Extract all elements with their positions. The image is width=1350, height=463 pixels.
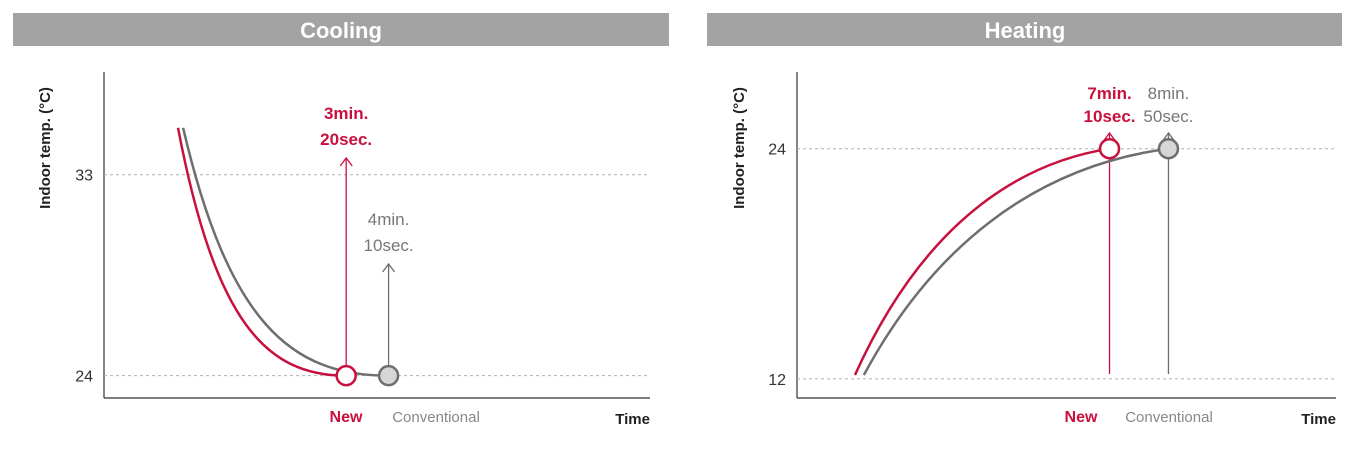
heating-new-end-point	[1098, 137, 1121, 160]
cooling-conventional-time-min: 4min.	[368, 210, 410, 229]
cooling-header	[13, 13, 669, 46]
heating-ytick-24: 24	[768, 142, 786, 159]
cooling-new-time-sec: 20sec.	[320, 130, 372, 149]
heating-series-new	[853, 147, 1110, 376]
cooling-title: Cooling	[300, 18, 382, 43]
heating-conventional-arrow-head	[1161, 131, 1176, 142]
heating-panel: Heating Indoor temp. (°C) 24 12 7min. 10…	[707, 13, 1342, 428]
cooling-ytick-24: 24	[75, 369, 93, 386]
cooling-new-arrow-head	[339, 156, 353, 167]
heating-x-axis-title: Time	[1301, 411, 1336, 428]
heating-new-time-min: 7min.	[1087, 84, 1131, 103]
cooling-series-conventional	[181, 127, 389, 377]
heating-header	[707, 13, 1342, 46]
cooling-x-axis-title: Time	[615, 411, 650, 428]
cooling-new-time-min: 3min.	[324, 104, 368, 123]
heating-xlabel-new: New	[1065, 409, 1098, 426]
heating-xlabel-conventional: Conventional	[1125, 409, 1213, 426]
heating-y-axis-title: Indoor temp. (°C)	[731, 87, 748, 209]
heating-conventional-end-point	[1157, 137, 1180, 160]
heating-ytick-12: 12	[768, 372, 786, 389]
heating-title: Heating	[985, 18, 1066, 43]
cooling-conventional-arrow-head	[382, 262, 396, 273]
heating-series-conventional	[862, 147, 1169, 376]
cooling-conventional-end-point	[377, 364, 400, 387]
cooling-xlabel-new: New	[330, 409, 363, 426]
cooling-conventional-time-sec: 10sec.	[364, 236, 414, 255]
cooling-panel: Cooling Indoor temp. (°C) 33 24 3min. 20…	[13, 13, 669, 428]
cooling-new-end-point	[335, 364, 357, 387]
heating-new-time-sec: 10sec.	[1084, 107, 1136, 126]
heating-conventional-time-min: 8min.	[1148, 84, 1190, 103]
cooling-xlabel-conventional: Conventional	[392, 409, 480, 426]
cooling-ytick-33: 33	[75, 168, 93, 185]
heating-conventional-time-sec: 50sec.	[1143, 107, 1193, 126]
heating-new-arrow-head	[1102, 131, 1117, 142]
cooling-series-new	[176, 127, 347, 377]
cooling-y-axis-title: Indoor temp. (°C)	[37, 87, 54, 209]
